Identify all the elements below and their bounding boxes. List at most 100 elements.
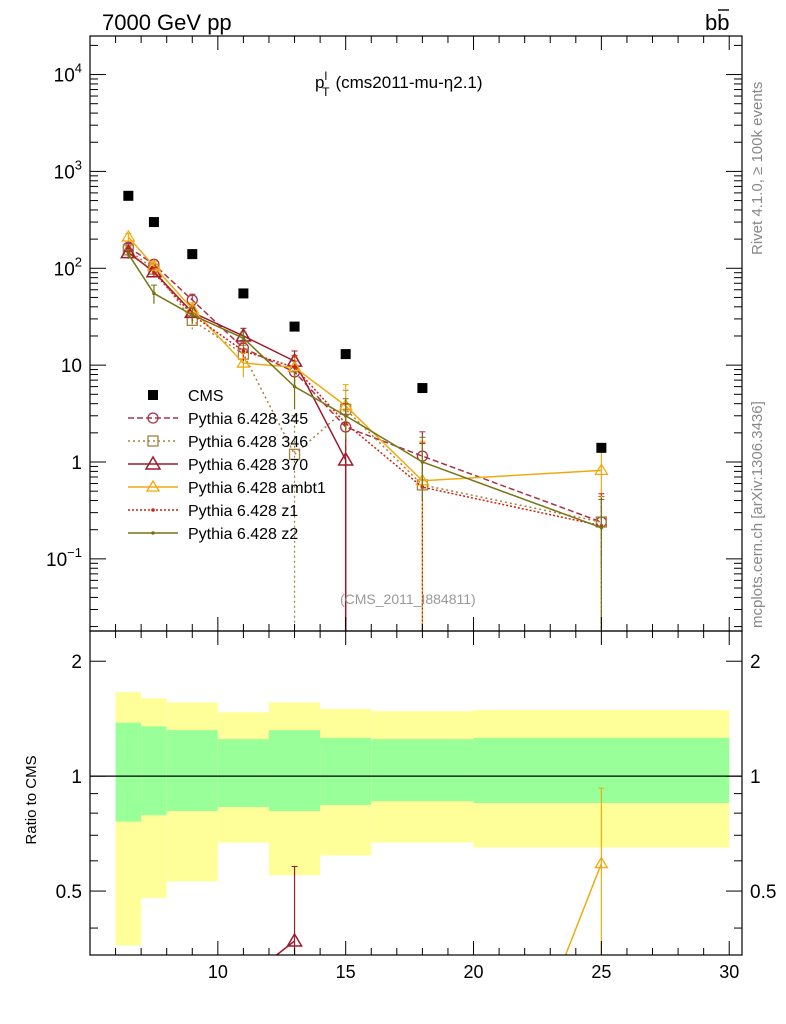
x-tick-label: 20 [464, 962, 484, 982]
cms-point [238, 288, 249, 299]
data-series-cms [123, 190, 607, 453]
data-point [292, 384, 297, 389]
legend-item-cms: CMS [148, 388, 224, 405]
y-tick-label: 1 [71, 453, 82, 474]
cms-point [148, 217, 159, 228]
energy-label: 7000 GeV pp [102, 10, 232, 35]
legend-marker [144, 455, 162, 470]
cms-point [417, 383, 428, 394]
ratio-band-inner [371, 739, 474, 802]
data-point [190, 313, 195, 317]
legend-marker [151, 508, 155, 512]
title-rest: (cms2011-mu-η2.1) [335, 73, 482, 92]
y-tick-base: 10 [54, 66, 75, 87]
y-tick-base: 1 [71, 453, 82, 474]
legend-item-0: Pythia 6.428 345 [128, 411, 308, 428]
y-tick-exponent: 3 [75, 157, 82, 172]
legend: CMS Pythia 6.428 345 Pythia 6.428 346 Pythi… [128, 388, 326, 543]
series-line [127, 236, 602, 482]
ratio-y-tick-labels: 0.5 0.5 1 1 2 2 [56, 652, 777, 903]
legend-marker [147, 412, 159, 424]
ratio-band-inner [141, 726, 167, 816]
data-point [287, 360, 302, 372]
legend-marker [145, 479, 161, 492]
ratio-point-370 [286, 865, 303, 955]
data-point [236, 355, 251, 368]
legend-marker [151, 531, 155, 535]
mcplots-label: mcplots.cern.ch [arXiv:1306.3436] [749, 401, 766, 628]
cms-point [340, 349, 351, 360]
svg-text:bb: bb [705, 10, 730, 35]
legend-label: Pythia 6.428 z1 [188, 503, 298, 520]
series-line [127, 253, 602, 529]
data-point [343, 413, 348, 418]
legend-item-4: Pythia 6.428 z1 [128, 503, 298, 520]
ratio-frame [89, 630, 743, 956]
series-3 [121, 229, 609, 631]
data-point [146, 258, 162, 271]
process-label-b: b [705, 10, 717, 35]
data-point [241, 349, 246, 353]
y-tick-label: 104 [54, 61, 82, 87]
cms-point [289, 321, 300, 332]
series-line [127, 250, 602, 527]
title-sup: l [324, 69, 327, 83]
y-tick-label: 103 [54, 157, 82, 183]
y-tick-label: 10−1 [46, 545, 82, 571]
y-tick-base: 10 [46, 550, 67, 571]
legend-label: Pythia 6.428 z2 [188, 526, 298, 543]
data-point [420, 460, 425, 464]
legend-item-2: Pythia 6.428 370 [128, 455, 308, 474]
cms-point [187, 249, 198, 260]
y-tick-exponent: 4 [75, 61, 82, 76]
process-label: bb [705, 9, 730, 35]
ratio-marker [286, 932, 303, 947]
ratio-band-inner [268, 730, 321, 812]
main-plot-content [120, 190, 609, 631]
data-point [288, 448, 301, 460]
cms-point [596, 442, 607, 453]
title-sub: T [322, 85, 330, 99]
main-title: pl T (cms2011-mu-η2.1) [315, 69, 483, 99]
ratio-panel: 0.5 0.5 1 1 2 2 10 15 20 25 30 Ratio to CMS [23, 630, 777, 982]
data-point [152, 291, 156, 296]
ratio-y-tick-label-left: 1 [71, 767, 82, 788]
y-tick-exponent: −1 [67, 545, 82, 560]
y-tick-label: 10 [61, 356, 82, 377]
y-tick-exponent: 2 [75, 254, 82, 269]
y-tick-label: 102 [54, 254, 82, 280]
data-point [337, 451, 354, 466]
y-tick-base: 10 [61, 356, 82, 377]
ratio-ylabel: Ratio to CMS [23, 755, 40, 844]
ratio-y-tick-label-left: 2 [71, 652, 82, 673]
y-tick-base: 10 [54, 162, 75, 183]
ratio-band-inner [166, 730, 218, 812]
data-point [292, 365, 297, 370]
analysis-tag: (CMS_2011_I884811) [340, 591, 476, 607]
x-tick-label: 10 [208, 962, 228, 982]
legend-marker [147, 435, 159, 447]
x-tick-label: 30 [719, 962, 739, 982]
legend-item-5: Pythia 6.428 z2 [128, 526, 298, 543]
ratio-y-tick-label-right: 1 [750, 767, 761, 788]
ratio-point-ambt1 [594, 787, 609, 955]
process-label-bbar: b [717, 10, 729, 35]
legend-cms-marker [148, 390, 158, 400]
rivet-label: Rivet 4.1.0, ≥ 100k events [749, 82, 766, 255]
legend-label: Pythia 6.428 370 [188, 457, 308, 474]
legend-label: Pythia 6.428 345 [188, 411, 308, 428]
data-point [241, 336, 246, 340]
data-point [599, 525, 604, 530]
ratio-axis-ticks [90, 660, 742, 955]
legend-label: CMS [188, 388, 224, 405]
ratio-y-tick-label-right: 2 [750, 652, 761, 673]
data-point [126, 252, 131, 256]
legend-label: Pythia 6.428 346 [188, 434, 308, 451]
ratio-y-tick-label-left: 0.5 [56, 882, 82, 903]
ratio-band-inner [320, 737, 372, 806]
data-point [594, 463, 609, 475]
y-tick-base: 10 [54, 259, 75, 280]
series-5 [125, 249, 605, 631]
